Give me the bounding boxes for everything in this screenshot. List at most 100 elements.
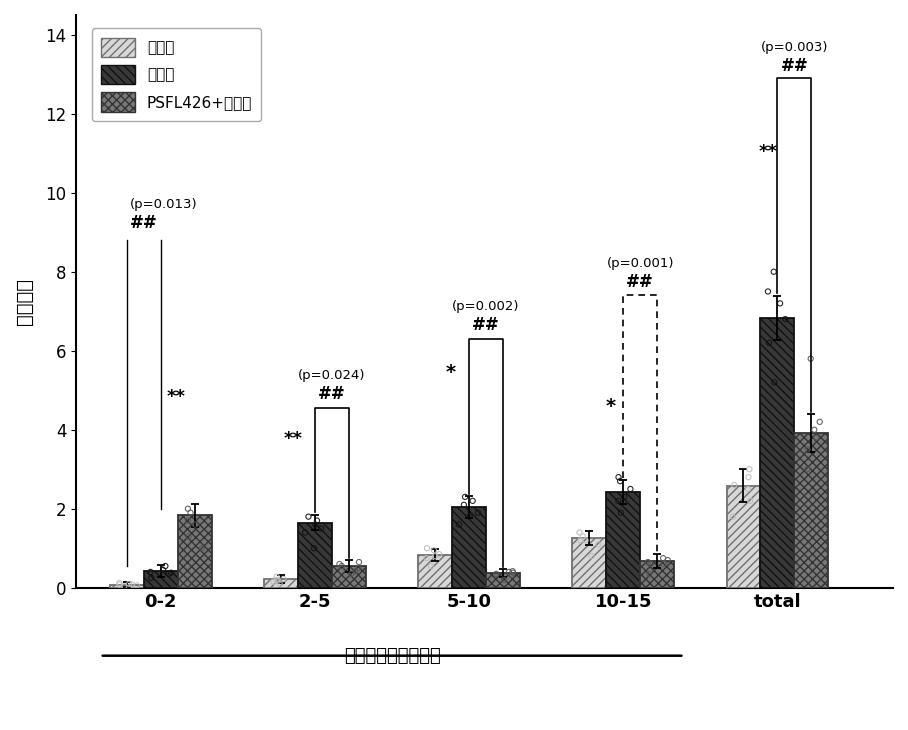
Bar xyxy=(607,492,640,588)
Bar xyxy=(264,579,298,588)
Point xyxy=(642,568,656,580)
Bar xyxy=(452,507,486,588)
Point xyxy=(162,568,176,580)
Bar xyxy=(332,566,366,588)
Point xyxy=(504,569,518,581)
Bar xyxy=(640,561,674,588)
Point xyxy=(194,542,209,554)
Point xyxy=(727,479,742,491)
Point xyxy=(432,548,447,560)
Point xyxy=(181,503,195,515)
Point xyxy=(419,542,434,554)
Legend: 溶剂组, 辣椒素, PSFL426+辣椒素: 溶剂组, 辣椒素, PSFL426+辣椒素 xyxy=(92,28,262,121)
Text: ##: ## xyxy=(130,214,158,232)
Point xyxy=(428,550,442,562)
Text: ##: ## xyxy=(318,385,346,403)
Text: **: ** xyxy=(167,388,186,406)
Point xyxy=(506,567,520,579)
Point xyxy=(344,568,359,580)
Point xyxy=(660,554,675,566)
Point xyxy=(804,353,818,364)
Point xyxy=(307,542,321,554)
Point xyxy=(271,575,285,586)
Point xyxy=(778,313,793,325)
Point xyxy=(349,565,363,577)
Bar xyxy=(794,433,828,588)
Point xyxy=(113,579,127,591)
Text: (p=0.001): (p=0.001) xyxy=(607,257,674,270)
Point xyxy=(188,519,202,531)
Point xyxy=(762,337,776,349)
Point xyxy=(576,531,590,542)
Point xyxy=(761,285,775,297)
Text: (p=0.024): (p=0.024) xyxy=(298,369,366,383)
Point xyxy=(419,553,434,564)
Point xyxy=(506,565,520,577)
Text: (p=0.013): (p=0.013) xyxy=(130,198,198,210)
Text: (p=0.003): (p=0.003) xyxy=(761,41,828,54)
Point xyxy=(766,266,781,277)
Point xyxy=(272,578,287,590)
Point xyxy=(301,511,316,523)
Text: **: ** xyxy=(284,429,303,447)
Bar xyxy=(110,585,143,588)
Point xyxy=(117,580,132,592)
Point xyxy=(458,491,472,503)
Point xyxy=(457,499,471,511)
Point xyxy=(741,483,755,495)
Bar xyxy=(143,571,178,588)
Point xyxy=(163,567,178,579)
Point xyxy=(644,558,658,570)
Point xyxy=(656,558,671,570)
Y-axis label: 舌爪次数: 舌爪次数 xyxy=(15,278,34,325)
Point xyxy=(614,507,628,518)
Point xyxy=(351,556,366,568)
Point xyxy=(427,545,441,556)
Point xyxy=(181,515,195,526)
Text: ##: ## xyxy=(627,273,654,291)
Point xyxy=(276,573,291,585)
Point xyxy=(310,515,324,526)
Point xyxy=(462,511,477,523)
Point xyxy=(584,550,598,562)
Text: ##: ## xyxy=(472,316,500,334)
Point xyxy=(144,572,159,584)
Point xyxy=(124,579,139,591)
Point xyxy=(623,483,637,495)
Point xyxy=(113,577,127,589)
Point xyxy=(314,523,329,534)
Point xyxy=(773,298,787,310)
Point xyxy=(572,526,587,538)
Point xyxy=(182,531,196,542)
Point xyxy=(270,574,284,585)
Point xyxy=(656,553,670,564)
Bar xyxy=(419,555,452,588)
Point xyxy=(470,507,485,518)
Bar xyxy=(178,515,212,588)
Point xyxy=(452,519,467,531)
Point xyxy=(767,377,782,388)
Point xyxy=(497,574,511,585)
Point xyxy=(270,571,284,583)
Point xyxy=(130,580,144,591)
Point xyxy=(298,526,312,538)
Point xyxy=(591,539,606,550)
Point xyxy=(641,556,656,568)
Point xyxy=(183,507,198,518)
Point xyxy=(813,416,827,428)
Point xyxy=(334,560,349,572)
Point xyxy=(156,564,171,576)
Text: ##: ## xyxy=(781,57,808,75)
Point xyxy=(741,472,755,483)
Point xyxy=(809,432,824,444)
Point xyxy=(573,534,587,546)
Bar xyxy=(760,318,794,588)
Bar xyxy=(726,486,760,588)
Point xyxy=(617,491,631,503)
Bar xyxy=(572,539,607,588)
Point xyxy=(743,495,757,507)
Point xyxy=(332,558,347,570)
Text: **: ** xyxy=(759,143,777,161)
Text: *: * xyxy=(446,364,456,383)
Point xyxy=(466,495,480,507)
